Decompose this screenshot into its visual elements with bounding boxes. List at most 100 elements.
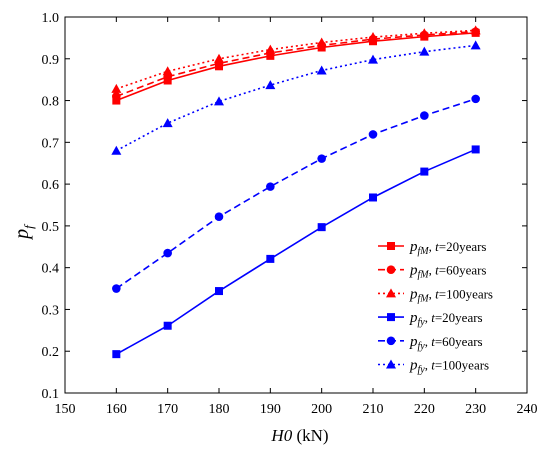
data-point — [214, 53, 224, 63]
legend-label-years: =100years — [435, 358, 489, 373]
legend-label-years: =60years — [439, 263, 487, 278]
series-5 — [112, 94, 480, 293]
series-line — [115, 44, 476, 152]
legend-label-sep: , — [429, 286, 436, 301]
x-tick-label: 200 — [311, 402, 332, 417]
data-point — [470, 25, 481, 35]
data-point — [215, 287, 223, 296]
legend-label-years: =100years — [439, 286, 493, 301]
legend-entry: pfy, t=60years — [378, 334, 483, 352]
plot-frame — [64, 16, 528, 394]
legend-label-t: t — [435, 239, 439, 254]
data-point — [470, 40, 481, 50]
legend-label-t: t — [431, 358, 435, 373]
y-tick-label: 0.4 — [42, 262, 60, 277]
y-tick-label: 0.6 — [42, 178, 60, 193]
legend-label-years: =20years — [439, 239, 487, 254]
data-point — [112, 92, 121, 101]
legend-entry: pfM, t=100years — [378, 286, 493, 304]
data-point — [112, 350, 121, 359]
legend-label-sep: , — [425, 358, 432, 373]
data-point — [163, 248, 172, 258]
legend-entry: pfy, t=20years — [378, 310, 483, 328]
y-tick-label: 0.2 — [42, 345, 60, 360]
x-axis-title-main: H0 — [270, 426, 292, 445]
legend-label-sub: fy — [418, 317, 426, 328]
y-axis-title: pf — [11, 223, 36, 241]
legend-label-t: t — [435, 286, 439, 301]
y-tick-label: 0.5 — [42, 220, 60, 235]
x-tick-label: 170 — [157, 402, 178, 417]
legend-marker — [387, 242, 395, 250]
legend-label-t: t — [431, 310, 435, 325]
legend-marker — [386, 265, 396, 275]
legend-label-sep: , — [425, 334, 432, 349]
legend-label-p: p — [409, 358, 418, 374]
data-point — [111, 145, 122, 155]
x-tick-label: 230 — [465, 402, 486, 417]
y-tick-label: 0.7 — [42, 136, 60, 151]
data-point — [317, 154, 326, 163]
data-point — [369, 193, 377, 202]
data-point — [471, 94, 480, 104]
data-point — [214, 212, 224, 221]
series-2 — [112, 27, 480, 101]
data-point — [265, 80, 276, 90]
legend-label-sub: fM — [418, 246, 430, 257]
data-point — [266, 254, 275, 263]
data-point — [420, 111, 429, 120]
y-axis-title-sub: f — [21, 223, 36, 229]
legend-label-p: p — [409, 263, 418, 279]
series-line — [116, 29, 476, 90]
series-line — [115, 98, 476, 290]
legend-label-sub: fy — [418, 365, 426, 376]
x-axis-title-unit: (kN) — [292, 426, 328, 445]
y-tick-label: 0.9 — [42, 53, 60, 68]
data-point — [368, 32, 378, 42]
legend-label: pfM, t=20years — [409, 239, 487, 257]
legend-entry: pfy, t=100years — [378, 358, 489, 376]
legend-label: pfM, t=60years — [409, 263, 487, 281]
legend-label-p: p — [409, 334, 418, 350]
legend-label-p: p — [409, 239, 418, 255]
series-line — [115, 148, 476, 355]
data-point — [162, 66, 173, 76]
series-3 — [111, 25, 481, 93]
legend-label: pfy, t=20years — [409, 310, 483, 328]
axis-ticks: 150 160 170 180 190 200 210 220 230 240 0.1 0.2 0.3 0… — [42, 11, 538, 417]
data-point — [420, 167, 429, 176]
data-point — [163, 321, 172, 330]
data-point — [419, 46, 430, 56]
data-point — [316, 65, 327, 75]
x-tick-label: 240 — [517, 402, 538, 417]
legend-label-sub: fM — [418, 270, 430, 281]
data-point — [266, 182, 275, 191]
y-axis-title-main: p — [11, 229, 33, 241]
series-line — [116, 32, 476, 102]
data-point — [316, 37, 327, 47]
series-1 — [112, 28, 480, 105]
legend-label-sep: , — [425, 310, 432, 325]
legend-label-sub: fy — [418, 341, 426, 352]
legend-marker — [386, 288, 396, 298]
series-4 — [112, 145, 480, 359]
legend-label: pfM, t=100years — [409, 286, 493, 304]
plot-area — [64, 16, 528, 394]
legend-label: pfy, t=60years — [409, 334, 483, 352]
x-axis-title: H0 (kN) — [270, 426, 328, 445]
y-tick-label: 0.1 — [42, 387, 60, 402]
y-tick-label: 0.8 — [42, 95, 60, 110]
x-tick-label: 160 — [106, 402, 127, 417]
legend-label-sub: fM — [418, 293, 430, 304]
legend-entry: pfM, t=20years — [378, 239, 487, 257]
data-point — [419, 28, 430, 38]
legend-label-p: p — [409, 310, 418, 326]
x-tick-label: 190 — [260, 402, 281, 417]
legend-label: pfy, t=100years — [409, 358, 489, 376]
series-line — [116, 30, 476, 98]
x-tick-label: 210 — [363, 402, 384, 417]
legend-label-years: =20years — [435, 310, 483, 325]
legend-entry: pfM, t=60years — [378, 263, 487, 281]
legend-label-sep: , — [429, 239, 436, 254]
